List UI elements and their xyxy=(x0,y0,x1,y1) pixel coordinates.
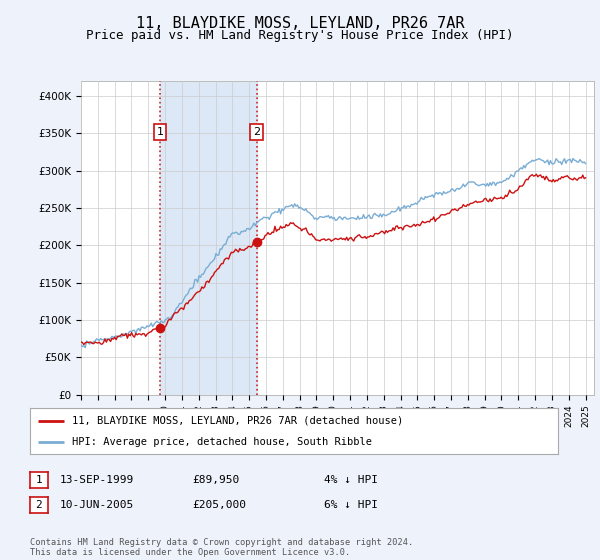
Text: 4% ↓ HPI: 4% ↓ HPI xyxy=(324,475,378,485)
Text: £205,000: £205,000 xyxy=(192,500,246,510)
Text: 1: 1 xyxy=(157,127,164,137)
Text: Contains HM Land Registry data © Crown copyright and database right 2024.
This d: Contains HM Land Registry data © Crown c… xyxy=(30,538,413,557)
Text: 1: 1 xyxy=(35,475,43,485)
Text: 11, BLAYDIKE MOSS, LEYLAND, PR26 7AR (detached house): 11, BLAYDIKE MOSS, LEYLAND, PR26 7AR (de… xyxy=(72,416,403,426)
Text: 13-SEP-1999: 13-SEP-1999 xyxy=(60,475,134,485)
Bar xyxy=(160,81,257,395)
Text: HPI: Average price, detached house, South Ribble: HPI: Average price, detached house, Sout… xyxy=(72,437,372,447)
Text: 2: 2 xyxy=(253,127,260,137)
Text: Price paid vs. HM Land Registry's House Price Index (HPI): Price paid vs. HM Land Registry's House … xyxy=(86,29,514,42)
Text: 2: 2 xyxy=(35,500,43,510)
Text: 6% ↓ HPI: 6% ↓ HPI xyxy=(324,500,378,510)
Text: £89,950: £89,950 xyxy=(192,475,239,485)
Text: 10-JUN-2005: 10-JUN-2005 xyxy=(60,500,134,510)
Text: 11, BLAYDIKE MOSS, LEYLAND, PR26 7AR: 11, BLAYDIKE MOSS, LEYLAND, PR26 7AR xyxy=(136,16,464,31)
